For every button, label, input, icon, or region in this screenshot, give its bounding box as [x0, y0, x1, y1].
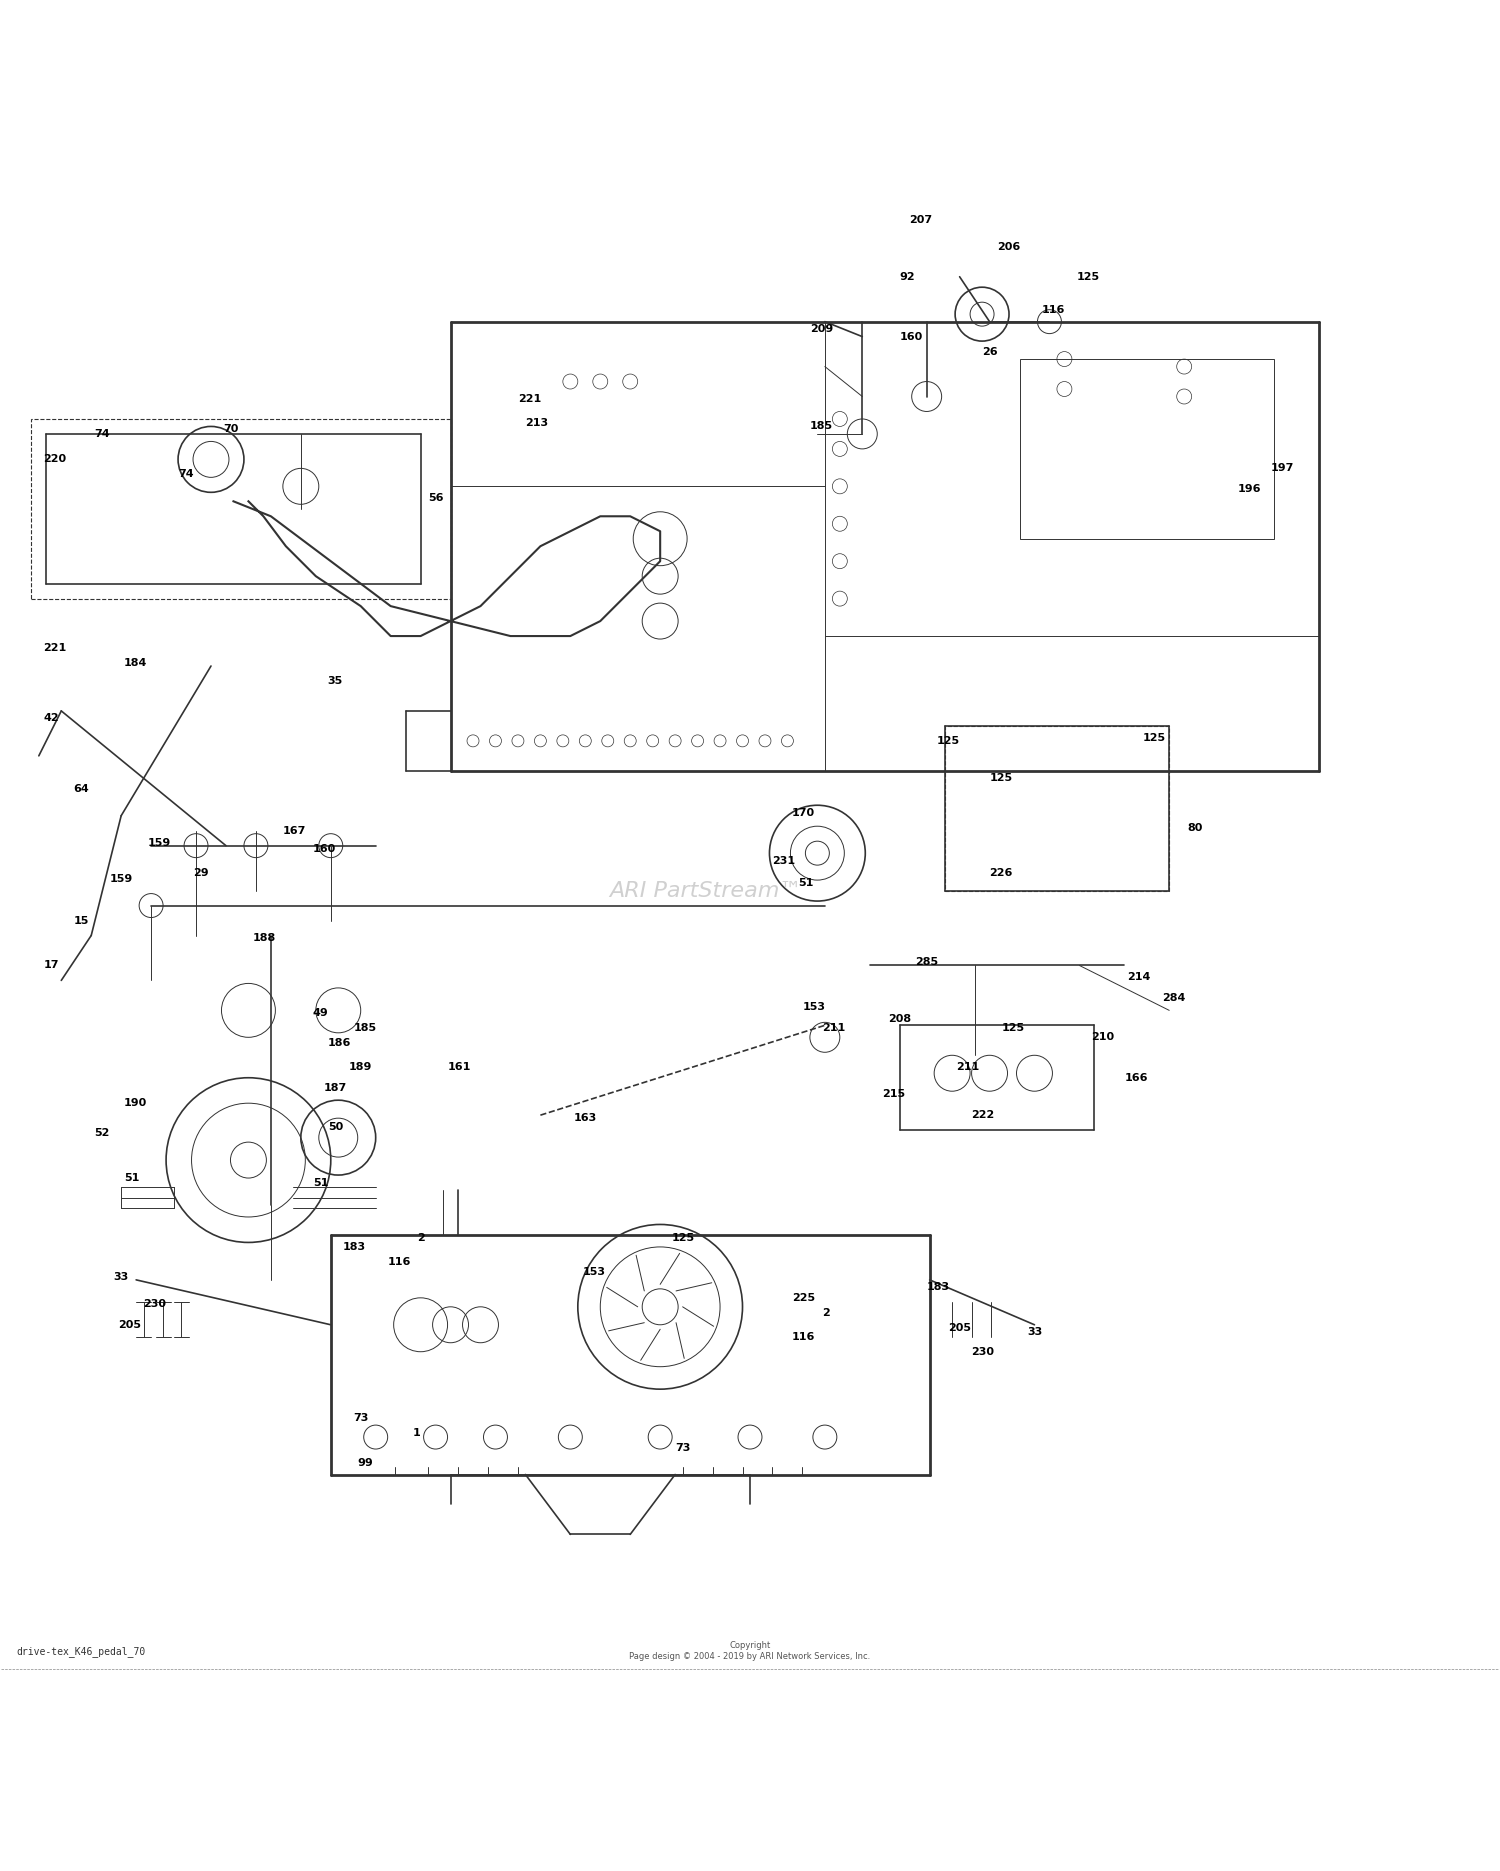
Text: 284: 284 [1161, 994, 1185, 1003]
Text: 214: 214 [1128, 973, 1150, 982]
Text: 208: 208 [888, 1014, 910, 1023]
Text: 197: 197 [1270, 464, 1294, 473]
Text: 33: 33 [114, 1272, 129, 1282]
Text: 99: 99 [357, 1458, 374, 1467]
Text: 29: 29 [194, 868, 208, 877]
Text: 211: 211 [957, 1063, 980, 1072]
Text: 188: 188 [254, 934, 276, 943]
Text: 50: 50 [328, 1123, 344, 1132]
Text: 160: 160 [314, 844, 336, 853]
Text: ARI PartStream™: ARI PartStream™ [609, 881, 801, 900]
Text: 220: 220 [44, 455, 66, 464]
Text: 226: 226 [990, 868, 1012, 877]
Text: 221: 221 [44, 644, 66, 653]
Text: 2: 2 [822, 1308, 830, 1317]
Bar [32, 419, 450, 599]
Text: 190: 190 [124, 1098, 147, 1108]
Text: 51: 51 [314, 1177, 328, 1188]
Text: 196: 196 [1238, 485, 1262, 494]
Text: 116: 116 [1042, 305, 1065, 314]
Text: 205: 205 [948, 1323, 970, 1332]
Text: 170: 170 [792, 808, 814, 818]
Text: 73: 73 [675, 1443, 690, 1452]
Text: 207: 207 [909, 215, 932, 225]
Text: 73: 73 [352, 1413, 369, 1422]
Text: 210: 210 [1092, 1033, 1114, 1042]
Text: 116: 116 [792, 1332, 816, 1342]
Text: 51: 51 [124, 1173, 140, 1182]
Text: 125: 125 [938, 735, 960, 747]
Text: 186: 186 [328, 1038, 351, 1048]
Text: 221: 221 [518, 395, 542, 404]
Text: 49: 49 [314, 1008, 328, 1018]
Bar [945, 726, 1168, 891]
Text: 42: 42 [44, 713, 58, 724]
Text: 26: 26 [982, 346, 998, 357]
Text: 153: 153 [802, 1003, 825, 1012]
Text: 167: 167 [284, 825, 306, 836]
Text: 35: 35 [328, 675, 344, 687]
Text: 17: 17 [44, 960, 58, 971]
Text: 92: 92 [900, 271, 915, 283]
Text: 125: 125 [990, 773, 1012, 784]
Text: 52: 52 [94, 1128, 110, 1138]
Text: 64: 64 [74, 784, 88, 793]
Text: 161: 161 [447, 1063, 471, 1072]
Text: 159: 159 [110, 874, 132, 883]
Text: 125: 125 [1143, 733, 1166, 743]
Text: 80: 80 [1186, 823, 1203, 833]
Text: 125: 125 [1002, 1023, 1025, 1033]
Text: 33: 33 [1028, 1327, 1042, 1338]
Text: 51: 51 [798, 877, 813, 889]
Text: 187: 187 [324, 1083, 346, 1093]
Text: 184: 184 [124, 659, 147, 668]
Text: 74: 74 [178, 470, 194, 479]
Text: 185: 185 [352, 1023, 376, 1033]
Text: 209: 209 [810, 324, 832, 335]
Text: 205: 205 [118, 1319, 141, 1330]
Text: 231: 231 [772, 855, 795, 866]
Text: 206: 206 [998, 241, 1020, 253]
Text: 116: 116 [387, 1257, 411, 1267]
Text: drive-tex_K46_pedal_70: drive-tex_K46_pedal_70 [16, 1646, 146, 1656]
Text: 211: 211 [822, 1023, 844, 1033]
Text: 222: 222 [972, 1110, 994, 1121]
Text: 183: 183 [344, 1242, 366, 1252]
Text: 166: 166 [1125, 1072, 1148, 1083]
Text: 56: 56 [427, 494, 444, 503]
Text: 125: 125 [672, 1233, 696, 1242]
Text: 183: 183 [927, 1282, 950, 1293]
Text: 159: 159 [148, 838, 171, 848]
Text: 185: 185 [810, 421, 832, 432]
Text: 225: 225 [792, 1293, 814, 1302]
Text: Copyright
Page design © 2004 - 2019 by ARI Network Services, Inc.: Copyright Page design © 2004 - 2019 by A… [630, 1641, 870, 1661]
Text: 285: 285 [915, 958, 938, 967]
Text: 74: 74 [94, 428, 110, 440]
Text: 215: 215 [882, 1089, 904, 1098]
Text: 1: 1 [413, 1428, 422, 1437]
Text: 230: 230 [144, 1298, 166, 1310]
Text: 160: 160 [900, 331, 922, 342]
Text: 2: 2 [417, 1233, 426, 1242]
Text: 153: 153 [582, 1267, 606, 1278]
Text: 125: 125 [1077, 271, 1100, 283]
Text: 163: 163 [573, 1113, 597, 1123]
Text: 213: 213 [525, 419, 549, 428]
Text: 70: 70 [224, 425, 238, 434]
Bar [1020, 359, 1274, 539]
Text: 230: 230 [972, 1347, 994, 1356]
Text: 189: 189 [348, 1063, 372, 1072]
Text: 15: 15 [74, 915, 88, 926]
